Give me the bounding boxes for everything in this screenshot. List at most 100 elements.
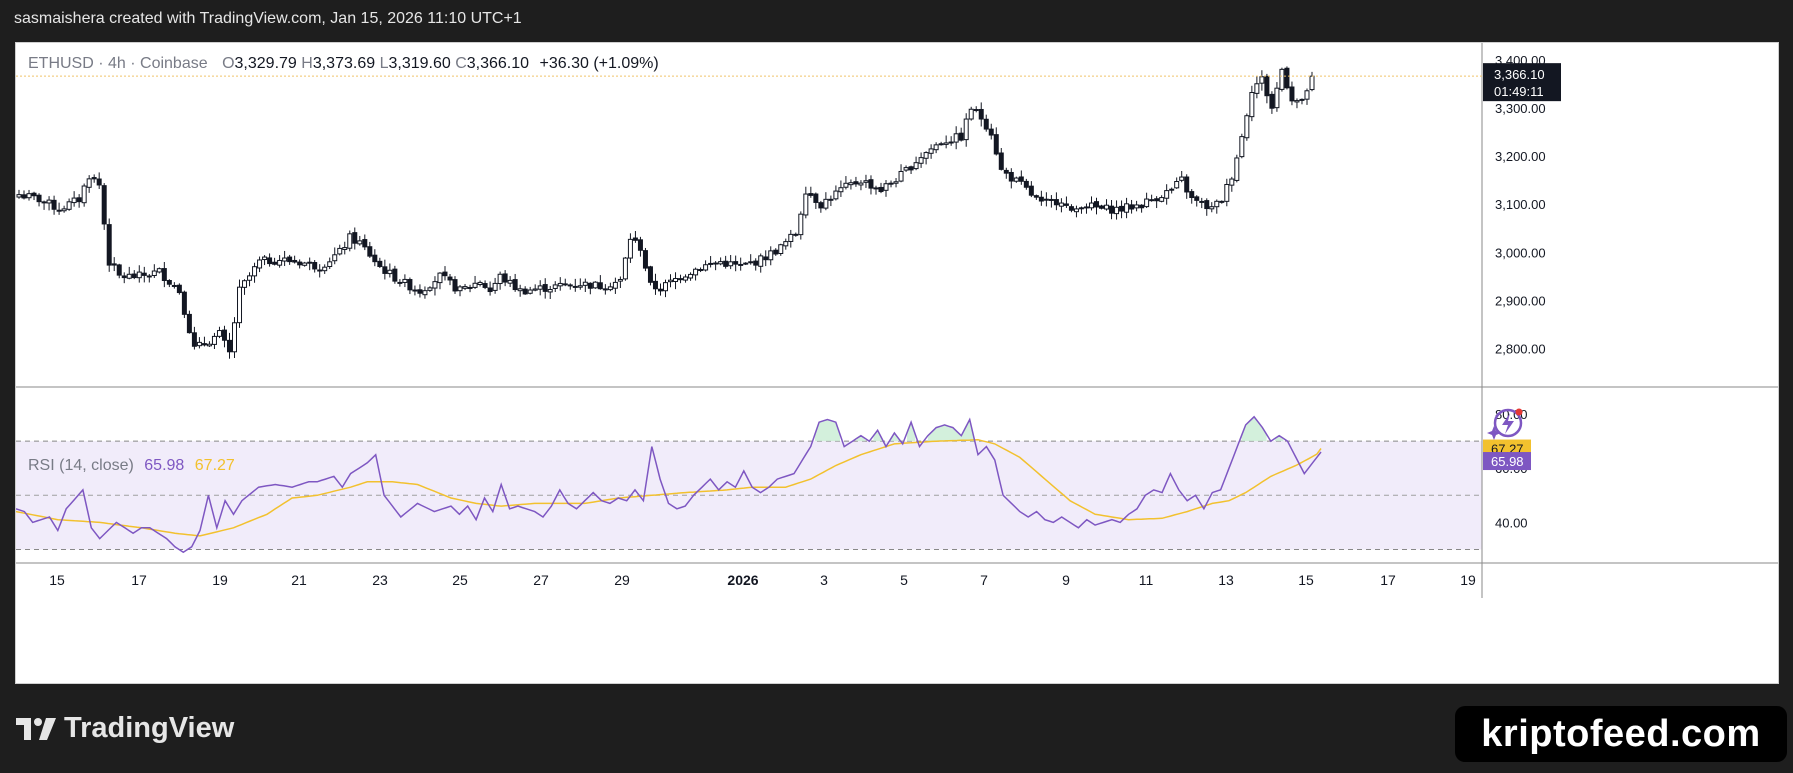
candle: [1244, 113, 1250, 141]
candle: [748, 254, 754, 265]
candle: [111, 257, 117, 272]
candle: [1023, 178, 1029, 190]
candle: [226, 332, 232, 359]
candle: [1094, 197, 1099, 215]
rsi-label: RSI (14, close): [28, 457, 134, 474]
candle: [81, 183, 87, 207]
candle: [903, 165, 909, 172]
candle: [277, 255, 283, 268]
candle: [973, 106, 979, 113]
candle: [778, 243, 784, 256]
date-tick-label: 19: [1460, 572, 1476, 588]
candle: [437, 272, 443, 290]
candle: [688, 272, 694, 281]
candle: [312, 260, 318, 273]
candle: [627, 233, 633, 263]
candle: [803, 186, 809, 219]
candle: [978, 102, 984, 127]
candle: [327, 257, 333, 270]
candle: [457, 284, 463, 297]
candle: [928, 144, 934, 159]
lightning-icon[interactable]: [1487, 408, 1523, 441]
candle: [913, 156, 919, 171]
rsi-ma-line: [16, 439, 1322, 537]
candle: [1224, 178, 1230, 207]
candle: [171, 282, 177, 289]
candle: [302, 261, 308, 267]
candle: [668, 274, 674, 288]
candle: [1073, 205, 1079, 218]
candle: [703, 260, 709, 272]
candle: [652, 273, 658, 295]
candle: [1179, 171, 1185, 183]
candle: [372, 249, 378, 267]
chart-panel[interactable]: 2,800.00 2,900.00 3,000.00 3,100.00 3,200.00…: [15, 42, 1779, 684]
candle: [1083, 203, 1089, 214]
candle: [718, 257, 724, 266]
change-value: +36.30 (+1.09%): [539, 55, 659, 72]
candle: [753, 258, 759, 271]
candle: [1289, 81, 1295, 106]
candle: [632, 231, 638, 243]
candle: [262, 255, 268, 266]
candle: [427, 286, 433, 292]
candle: [31, 191, 37, 201]
price-tick-label: 2,800.00: [1495, 342, 1546, 357]
last-price-tag-countdown: 01:49:11: [1494, 84, 1544, 99]
candle: [136, 265, 142, 283]
chart-svg[interactable]: 2,800.00 2,900.00 3,000.00 3,100.00 3,200.00…: [16, 43, 1778, 683]
candle: [507, 276, 513, 287]
candle: [121, 272, 127, 284]
candle: [317, 264, 323, 278]
candle: [76, 194, 82, 208]
candle: [242, 279, 248, 295]
candle: [61, 205, 67, 213]
candle: [36, 193, 42, 207]
candle: [151, 264, 157, 279]
rsi-ma-value: 67.27: [194, 457, 235, 474]
candle: [602, 284, 608, 295]
candle: [1259, 70, 1265, 91]
candle: [612, 277, 618, 294]
candle: [888, 180, 894, 188]
date-tick-label: 19: [212, 572, 228, 588]
price-tick-label: 3,100.00: [1495, 197, 1546, 212]
rsi-overbought-fill: [873, 430, 882, 442]
candle: [337, 244, 343, 256]
candle: [1078, 206, 1084, 214]
candle: [683, 274, 689, 283]
candle: [597, 275, 603, 290]
symbol-legend: ETHUSD · 4h · Coinbase O3,329.79 H3,373.…: [28, 55, 659, 73]
candle: [587, 282, 593, 295]
candle: [823, 192, 829, 211]
candle: [402, 274, 408, 288]
candle: [808, 186, 814, 198]
candle: [297, 259, 303, 269]
candle: [1299, 98, 1305, 105]
candle: [422, 286, 428, 299]
candle: [41, 200, 47, 210]
date-tick-label: 17: [1380, 572, 1396, 588]
candle: [878, 182, 884, 194]
candle: [487, 281, 493, 296]
candle: [472, 275, 478, 289]
candle: [1199, 197, 1205, 209]
candle: [232, 317, 237, 359]
candle: [467, 284, 473, 293]
rsi-tick-label: 40.00: [1495, 515, 1528, 530]
candle: [517, 284, 523, 297]
rsi-legend: RSI (14, close) 65.98 67.27: [28, 457, 235, 475]
candle: [387, 263, 393, 278]
candle: [71, 191, 77, 207]
candle: [532, 284, 538, 292]
candle: [768, 246, 774, 266]
candle: [1294, 98, 1300, 109]
candle: [868, 175, 874, 195]
candle: [537, 280, 543, 296]
date-tick-label: 29: [614, 572, 630, 588]
candle: [793, 232, 799, 237]
price-tags: 3,366.10 01:49:11 67.27 65.98: [16, 63, 1561, 471]
date-tick-label: 11: [1139, 572, 1154, 588]
candle: [497, 271, 503, 290]
price-tick-label: 3,000.00: [1495, 245, 1546, 260]
